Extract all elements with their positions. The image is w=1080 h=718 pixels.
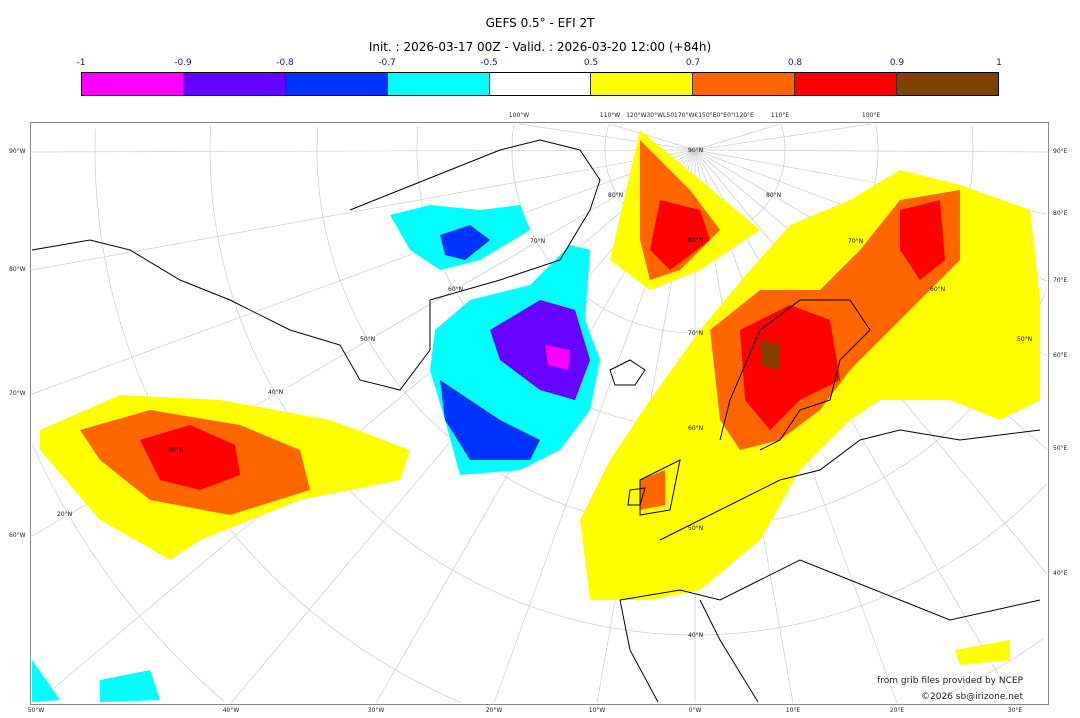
axis-label-left: 60°W bbox=[9, 532, 26, 539]
axis-label-bottom: 10°E bbox=[785, 707, 801, 714]
axis-label-bottom: 20°E bbox=[889, 707, 905, 714]
colorbar-swatch bbox=[591, 73, 694, 95]
colorbar-swatch bbox=[183, 73, 286, 95]
lat-label: 50°N bbox=[360, 336, 375, 343]
latitude-circle bbox=[209, 124, 1048, 636]
colorbar-swatch bbox=[897, 73, 999, 95]
lat-label: 70°N bbox=[688, 330, 703, 337]
colorbar-swatch bbox=[387, 73, 490, 95]
lat-label: 80°N bbox=[688, 237, 703, 244]
axis-label-bottom: 50°W bbox=[27, 707, 45, 714]
latitude-circle bbox=[32, 444, 225, 702]
axis-label-top: 110°W bbox=[599, 112, 621, 119]
colorbar-label: -0.8 bbox=[276, 58, 294, 68]
colorbar-label: 0.7 bbox=[685, 58, 701, 68]
lat-label: 80°N bbox=[766, 192, 781, 199]
lat-label: 30°N bbox=[168, 447, 183, 454]
axis-label-bottom: 10°W bbox=[588, 707, 606, 714]
colorbar bbox=[81, 72, 999, 96]
colorbar-label: -1 bbox=[76, 58, 86, 68]
colorbar-label: 0.5 bbox=[583, 58, 599, 68]
lat-label: 80°N bbox=[608, 192, 623, 199]
colorbar-swatch bbox=[82, 73, 184, 95]
lat-label: 70°N bbox=[848, 238, 863, 245]
map-title: GEFS 0.5° - EFI 2T bbox=[485, 16, 595, 30]
axis-label-right: 50°E bbox=[1053, 445, 1068, 452]
axis-label-right: 70°E bbox=[1053, 277, 1068, 284]
lat-label: 20°N bbox=[57, 511, 72, 518]
axis-label-right: 90°E bbox=[1053, 148, 1068, 155]
lat-label: 60°N bbox=[930, 286, 945, 293]
axis-label-bottom: 30°W bbox=[367, 707, 385, 714]
map-subtitle: Init. : 2026-03-17 00Z - Valid. : 2026-0… bbox=[368, 40, 712, 54]
latitude-circle bbox=[875, 124, 879, 150]
axis-label-top: 100°W bbox=[508, 112, 530, 119]
lat-label: 50°N bbox=[688, 525, 703, 532]
axis-label-bottom: 40°W bbox=[222, 707, 240, 714]
axis-label-top: 100°E bbox=[861, 112, 881, 119]
map-panel: 90°N 80°N 70°N 60°N 50°N 40°N 70°N 60°N … bbox=[30, 122, 1049, 705]
axis-label-left: 70°W bbox=[9, 390, 26, 397]
lat-label: 90°N bbox=[688, 147, 703, 154]
colorbar-label: -0.9 bbox=[174, 58, 192, 68]
latitude-labels: 90°N 80°N 70°N 60°N 50°N 40°N 70°N 60°N … bbox=[57, 147, 1032, 639]
colorbar-label: -0.7 bbox=[378, 58, 396, 68]
lat-label: 40°N bbox=[688, 632, 703, 639]
colorbar-swatch bbox=[693, 73, 796, 95]
lat-label: 60°N bbox=[448, 286, 463, 293]
axis-label-top: 120°W30°WL50170°W€150°E0°E0°I120°E bbox=[626, 112, 754, 119]
axis-label-right: 60°E bbox=[1053, 352, 1068, 359]
axis-label-top: 110°E bbox=[770, 112, 790, 119]
colorbar-label: 0.8 bbox=[787, 58, 803, 68]
axis-label-right: 80°E bbox=[1053, 210, 1068, 217]
axis-label-right: 40°E bbox=[1053, 570, 1068, 577]
colorbar-swatch bbox=[489, 73, 592, 95]
colorbar-label: -0.5 bbox=[480, 58, 498, 68]
axis-label-bottom: 20°W bbox=[485, 707, 503, 714]
lat-label: 40°N bbox=[268, 389, 283, 396]
colorbar-swatch bbox=[795, 73, 898, 95]
axis-label-bottom: 0°W bbox=[688, 707, 702, 714]
latitude-circle bbox=[780, 124, 786, 150]
coastlines bbox=[31, 139, 1041, 703]
axis-label-bottom: 30°E bbox=[1007, 707, 1023, 714]
lat-label: 60°N bbox=[688, 425, 703, 432]
colorbar-label: 0.9 bbox=[889, 58, 905, 68]
latitude-circle bbox=[929, 638, 1044, 703]
copyright: ©2026 sb@irizone.net bbox=[921, 692, 1023, 702]
map-svg: 90°N 80°N 70°N 60°N 50°N 40°N 70°N 60°N … bbox=[31, 123, 1048, 704]
axis-label-left: 90°W bbox=[9, 148, 26, 155]
latitude-circle bbox=[971, 125, 974, 150]
efi-field bbox=[32, 130, 1040, 702]
axis-label-left: 80°W bbox=[9, 266, 26, 273]
lat-label: 50°N bbox=[1017, 336, 1032, 343]
source-credit: from grib files provided by NCEP bbox=[877, 676, 1023, 686]
colorbar-label: 1 bbox=[996, 58, 1002, 68]
colorbar-swatch bbox=[285, 73, 388, 95]
lat-label: 70°N bbox=[530, 238, 545, 245]
